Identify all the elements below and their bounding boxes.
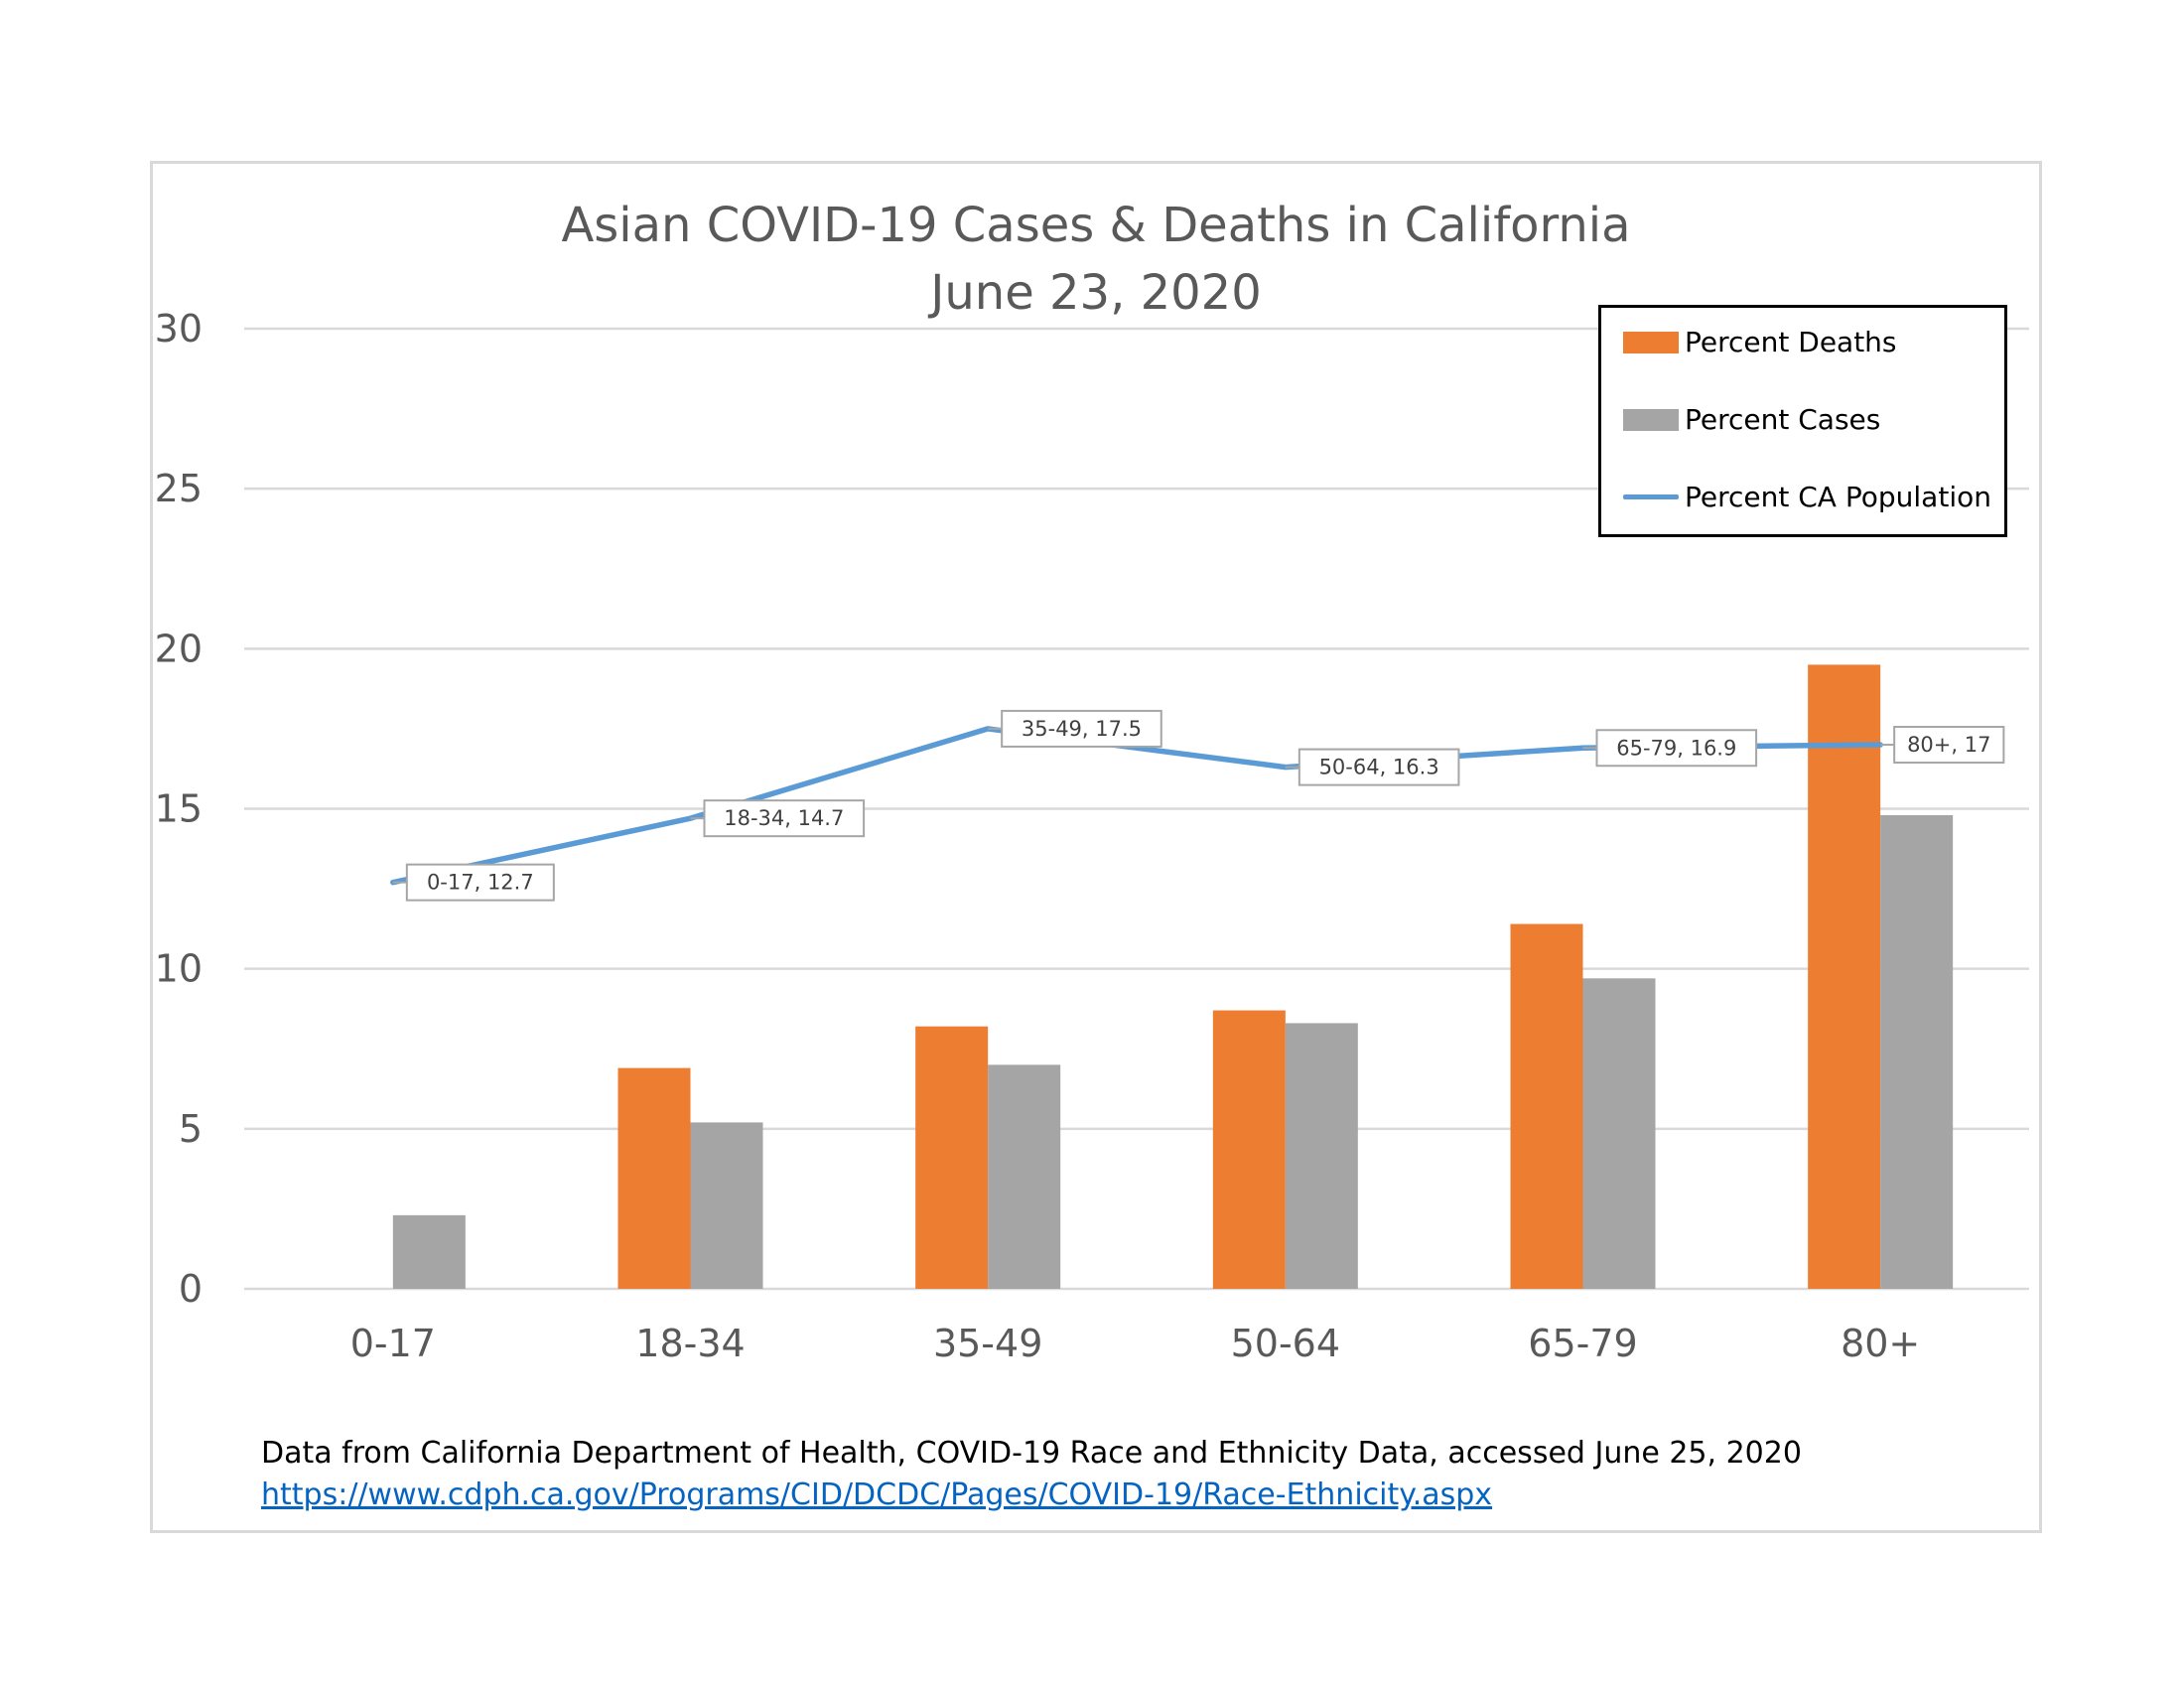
bar-percent-cases <box>690 1122 763 1289</box>
legend-item-population: Percent CA Population <box>1623 481 1991 513</box>
y-tick-label: 30 <box>155 307 203 351</box>
bar-percent-cases <box>1285 1023 1358 1289</box>
legend-item-cases: Percent Cases <box>1623 403 1880 436</box>
legend-swatch-cases <box>1623 408 1679 431</box>
legend-item-deaths: Percent Deaths <box>1623 326 1897 358</box>
data-label-box <box>1893 726 2005 765</box>
data-label: 50-64, 16.3 <box>1319 756 1439 779</box>
source-link[interactable]: https://www.cdph.ca.gov/Programs/CID/DCD… <box>261 1477 1493 1512</box>
y-tick-label: 25 <box>155 467 203 510</box>
bar-percent-deaths <box>1808 664 1881 1289</box>
x-tick-label: 80+ <box>1841 1322 1920 1365</box>
legend-label-deaths: Percent Deaths <box>1685 326 1897 358</box>
legend: Percent Deaths Percent Cases Percent CA … <box>1598 305 2007 537</box>
bar-percent-deaths <box>1510 923 1583 1289</box>
chart-area: 0 5 10 15 20 25 30 0-17 18-34 35-49 50-64 65-79 80+ 0… <box>150 161 2042 1533</box>
data-label: 80+, 17 <box>1907 733 1990 757</box>
legend-swatch-deaths <box>1623 331 1679 353</box>
data-label-box <box>405 863 555 902</box>
data-label-box <box>1001 709 1162 748</box>
legend-label-population: Percent CA Population <box>1685 481 1991 513</box>
bar-percent-cases <box>392 1214 466 1289</box>
chart-subtitle: June 23, 2020 <box>930 265 1262 321</box>
y-tick-label: 5 <box>179 1107 203 1151</box>
data-label-box <box>1595 729 1758 768</box>
x-tick-label: 65-79 <box>1528 1322 1637 1365</box>
data-label: 0-17, 12.7 <box>427 871 534 895</box>
source-text: Data from California Department of Healt… <box>261 1436 1802 1471</box>
x-tick-label: 35-49 <box>933 1322 1042 1365</box>
y-tick-label: 20 <box>155 627 203 670</box>
legend-line-population <box>1623 494 1679 499</box>
bar-percent-deaths <box>1212 1010 1286 1289</box>
data-label: 65-79, 16.9 <box>1616 736 1736 760</box>
x-tick-label: 50-64 <box>1231 1322 1340 1365</box>
data-label-box <box>703 799 866 838</box>
y-tick-label: 15 <box>155 787 203 831</box>
x-tick-label: 18-34 <box>635 1322 745 1365</box>
bar-percent-cases <box>1880 814 1954 1289</box>
bar-percent-cases <box>1582 978 1656 1289</box>
chart-title: Asian COVID-19 Cases & Deaths in Califor… <box>561 198 1631 253</box>
y-tick-label: 0 <box>179 1267 203 1311</box>
data-label: 35-49, 17.5 <box>1022 717 1142 741</box>
bar-percent-cases <box>988 1064 1061 1289</box>
source-note: Data from California Department of Healt… <box>261 1433 1802 1516</box>
bar-percent-deaths <box>617 1067 691 1289</box>
x-tick-label: 0-17 <box>350 1322 436 1365</box>
bar-percent-deaths <box>915 1026 989 1289</box>
data-label: 18-34, 14.7 <box>724 806 844 830</box>
y-tick-label: 10 <box>155 947 203 991</box>
plot-area: 0 5 10 15 20 25 30 0-17 18-34 35-49 50-64 65-79 80+ 0… <box>155 307 2029 1365</box>
legend-label-cases: Percent Cases <box>1685 403 1881 436</box>
